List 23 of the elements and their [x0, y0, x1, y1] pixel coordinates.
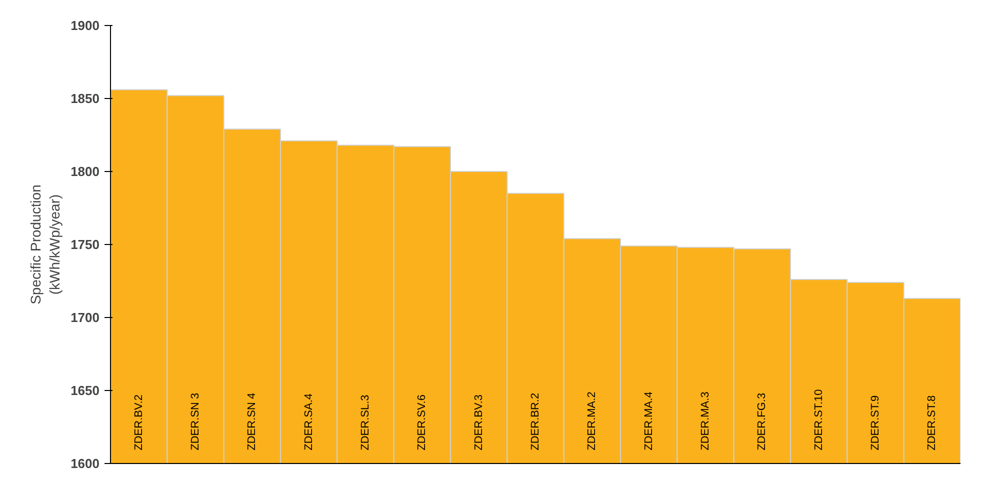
x-tick-label: ZDER.ST.9	[870, 395, 882, 450]
x-tick-label: ZDER.SV.6	[416, 394, 428, 450]
x-tick-label: ZDER.BV.2	[132, 394, 145, 450]
x-tick-label: ZDER.ST.10	[812, 389, 825, 450]
x-tick-label: ZDER.MA.3	[700, 392, 712, 450]
x-tick-label: ZDER.ST.8	[926, 395, 938, 450]
x-tick-label: ZDER.FG.3	[756, 392, 768, 450]
y-tick-label: 1600	[70, 456, 100, 471]
x-tick-label: ZDER.SN 4	[246, 392, 258, 450]
y-tick-label: 1800	[70, 164, 100, 179]
x-tick-label: ZDER.SN 3	[190, 392, 202, 450]
x-tick-label: ZDER.BV.3	[472, 394, 485, 450]
y-tick-label: 1900	[70, 18, 100, 33]
y-tick-label: 1750	[70, 237, 100, 252]
x-tick-label: ZDER.SA.4	[302, 394, 315, 450]
x-tick-label: ZDER.SL.3	[360, 394, 372, 450]
x-tick-label: ZDER.MA.4	[642, 392, 655, 450]
y-tick-label: 1650	[70, 383, 100, 398]
x-tick-label: ZDER.BR.2	[530, 392, 542, 450]
y-tick-label: 1700	[70, 310, 100, 325]
y-axis-title: Specific Production (kWh/kWp/year)	[27, 184, 63, 304]
x-tick-label: ZDER.MA.2	[586, 392, 598, 450]
y-tick-label: 1850	[70, 91, 100, 106]
